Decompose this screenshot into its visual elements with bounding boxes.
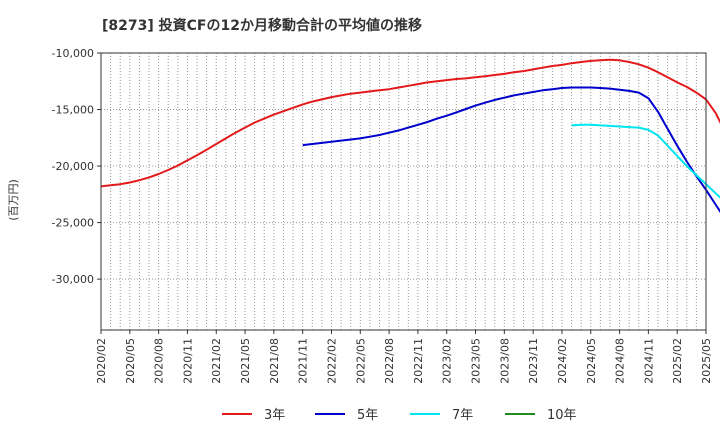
x-tick-label: 2023/11 <box>527 338 540 384</box>
series-line-1 <box>302 86 720 214</box>
y-tick-label: -15,000 <box>52 104 94 117</box>
x-tick-label: 2020/05 <box>124 338 137 384</box>
legend-label: 10年 <box>547 408 577 423</box>
x-tick-label: 2025/02 <box>671 338 684 384</box>
x-tick-label: 2024/05 <box>585 338 598 384</box>
y-tick-label: -25,000 <box>52 217 94 230</box>
legend-item-2: 7年 <box>410 408 473 423</box>
plot-frame <box>100 52 707 331</box>
y-axis-label: (百万円) <box>7 179 20 221</box>
legend-label: 5年 <box>357 408 378 423</box>
y-tick-label: -20,000 <box>52 160 94 173</box>
x-tick-label: 2021/08 <box>268 338 281 384</box>
legend-item-3: 10年 <box>505 408 577 423</box>
series-line-0 <box>100 58 720 188</box>
legend-item-0: 3年 <box>222 408 285 423</box>
x-tick-label: 2021/02 <box>210 338 223 384</box>
x-tick-label: 2024/02 <box>556 338 569 384</box>
x-tick-label: 2023/05 <box>470 338 483 384</box>
y-axis-ticks: -10,000 -15,000 -20,000 -25,000 -30,000 <box>52 47 101 286</box>
x-tick-label: 2020/02 <box>95 338 108 384</box>
x-tick-label: 2022/02 <box>325 338 338 384</box>
x-tick-label: 2020/11 <box>181 338 194 384</box>
x-tick-label: 2022/05 <box>354 338 367 384</box>
x-tick-label: 2022/08 <box>383 338 396 384</box>
x-tick-label: 2025/05 <box>700 338 713 384</box>
series-lines <box>100 58 720 214</box>
legend: 3年 5年 7年 10年 <box>222 408 577 423</box>
x-tick-label: 2024/11 <box>642 338 655 384</box>
x-tick-label: 2023/02 <box>441 338 454 384</box>
chart-title: [8273] 投資CFの12か月移動合計の平均値の推移 <box>102 17 422 34</box>
x-tick-label: 2023/08 <box>498 338 511 384</box>
y-tick-label: -30,000 <box>52 273 94 286</box>
x-tick-label: 2020/08 <box>153 338 166 384</box>
legend-label: 7年 <box>452 408 473 423</box>
legend-label: 3年 <box>264 408 285 423</box>
grid <box>101 52 706 330</box>
x-tick-label: 2021/11 <box>297 338 310 384</box>
x-axis-ticks: 2020/02 2020/05 2020/08 2020/11 2021/02 2021/… <box>95 330 713 384</box>
x-tick-label: 2022/11 <box>412 338 425 384</box>
legend-item-1: 5年 <box>315 408 378 423</box>
y-tick-label: -10,000 <box>52 47 94 60</box>
plot-area <box>101 53 706 330</box>
x-tick-label: 2024/08 <box>614 338 627 384</box>
series-line-2 <box>571 123 720 199</box>
x-tick-label: 2021/05 <box>239 338 252 384</box>
